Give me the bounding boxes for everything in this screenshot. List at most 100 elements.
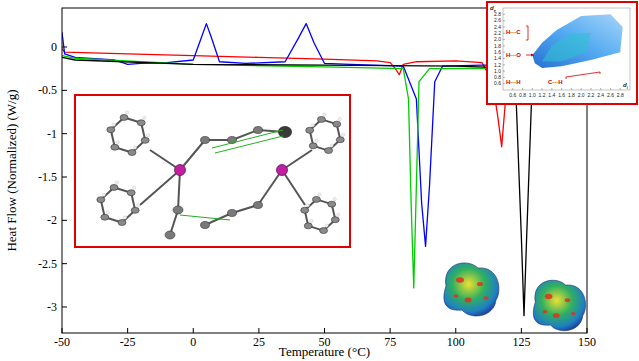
inset-y-tick-label: 2.6 xyxy=(494,17,501,23)
x-tick-label: 25 xyxy=(253,335,265,349)
subscript: i xyxy=(627,85,629,90)
atom xyxy=(317,116,325,122)
inset-x-tick xyxy=(561,88,562,90)
atom xyxy=(165,231,175,239)
inset-x-tick xyxy=(542,88,543,90)
h-atom xyxy=(338,118,341,121)
h-atom xyxy=(306,204,309,207)
inset-x-tick xyxy=(610,88,611,90)
inset-y-tick-label: 1.6 xyxy=(494,49,501,55)
inset-x-tick-label: 1.4 xyxy=(548,92,555,98)
region-label: H···O xyxy=(506,52,521,58)
surface-spot xyxy=(542,310,547,313)
inset-x-tick xyxy=(551,88,552,90)
atom xyxy=(201,137,210,144)
y-tick-label: -1 xyxy=(47,127,57,141)
h-atom xyxy=(147,134,150,137)
h-atom xyxy=(106,211,109,214)
surface-spot xyxy=(571,312,576,315)
atom xyxy=(325,148,333,154)
surface-shape xyxy=(444,263,499,316)
inset-x-tick-label: 1.2 xyxy=(539,92,546,98)
y-tick xyxy=(62,90,67,91)
inset-plot-frame xyxy=(503,8,630,90)
x-tick-label: 150 xyxy=(578,335,596,349)
inset-x-label: di xyxy=(623,82,629,90)
atom xyxy=(301,207,309,213)
y-tick-label: 0 xyxy=(51,40,57,54)
surface-shape xyxy=(533,280,585,330)
x-axis-title: Temperature (°C) xyxy=(279,344,370,359)
inset-x-tick xyxy=(512,88,513,90)
inset-y-tick-label: 1.8 xyxy=(494,43,501,49)
atom xyxy=(320,228,328,234)
y-tick-label: -0.5 xyxy=(38,83,57,97)
atom xyxy=(107,127,115,133)
inset-y-tick xyxy=(503,39,505,40)
inset-x-tick-label: 1.6 xyxy=(558,92,565,98)
h-atom xyxy=(125,111,128,114)
inset-x-tick-label: 2.0 xyxy=(578,92,585,98)
x-tick-label: 125 xyxy=(512,335,530,349)
inset-y-tick-label: 1.2 xyxy=(494,62,501,68)
atom xyxy=(128,150,136,156)
h-atom xyxy=(311,124,314,127)
inset-y-tick xyxy=(503,83,505,84)
h-atom xyxy=(123,216,126,219)
inset-x-tick xyxy=(522,88,523,90)
bond xyxy=(140,170,180,205)
x-tick xyxy=(127,328,128,333)
surface-spot xyxy=(545,294,553,299)
h-atom xyxy=(143,116,146,119)
atom xyxy=(127,190,135,196)
atom xyxy=(141,137,149,143)
x-tick xyxy=(258,328,259,333)
y-tick-label: -1.5 xyxy=(38,170,57,184)
atom xyxy=(254,202,263,209)
hirshfeld-surface xyxy=(533,280,585,330)
y-axis-title: Heat Flow (Normalized) (W/g) xyxy=(4,89,19,251)
inset-x-tick-label: 2.6 xyxy=(607,92,614,98)
h-atom xyxy=(137,204,140,207)
bond xyxy=(282,170,305,205)
y-tick xyxy=(62,177,67,178)
p-atom xyxy=(175,165,186,176)
atom xyxy=(111,144,119,150)
atom xyxy=(131,207,139,213)
inset-x-tick xyxy=(532,88,533,90)
h-atom xyxy=(315,139,318,142)
arrow-head xyxy=(531,54,534,57)
h-atom xyxy=(102,193,105,196)
atom xyxy=(306,127,314,133)
x-tick-label: -25 xyxy=(120,335,136,349)
atom xyxy=(336,137,344,143)
h-atom xyxy=(325,224,328,227)
atom xyxy=(278,126,292,138)
inset-y-tick xyxy=(503,58,505,59)
inset-y-tick-label: 0.8 xyxy=(494,74,501,80)
subscript: e xyxy=(494,8,497,13)
contact-line xyxy=(215,136,283,153)
h-atom xyxy=(337,213,340,216)
h-atom xyxy=(133,146,136,149)
surface-spot xyxy=(465,298,472,303)
atom xyxy=(309,143,317,149)
y-tick xyxy=(62,220,67,221)
y-tick xyxy=(62,47,67,48)
x-tick xyxy=(390,328,391,333)
atom xyxy=(173,206,183,214)
inset-x-tick-label: 1.0 xyxy=(529,92,536,98)
h-atom xyxy=(323,113,326,116)
inset-frame xyxy=(487,2,637,104)
y-tick-label: -2 xyxy=(47,213,57,227)
inset-x-tick-label: 1.8 xyxy=(568,92,575,98)
atom xyxy=(201,222,210,229)
surface-spot xyxy=(477,282,483,286)
inset-x-tick-label: 2.8 xyxy=(617,92,624,98)
region-label: H···C xyxy=(506,29,521,35)
inset-y-tick xyxy=(503,52,505,53)
inset-x-tick-label: 0.8 xyxy=(519,92,526,98)
h-atom xyxy=(112,123,115,126)
bracket xyxy=(566,72,600,79)
atom xyxy=(97,197,105,203)
